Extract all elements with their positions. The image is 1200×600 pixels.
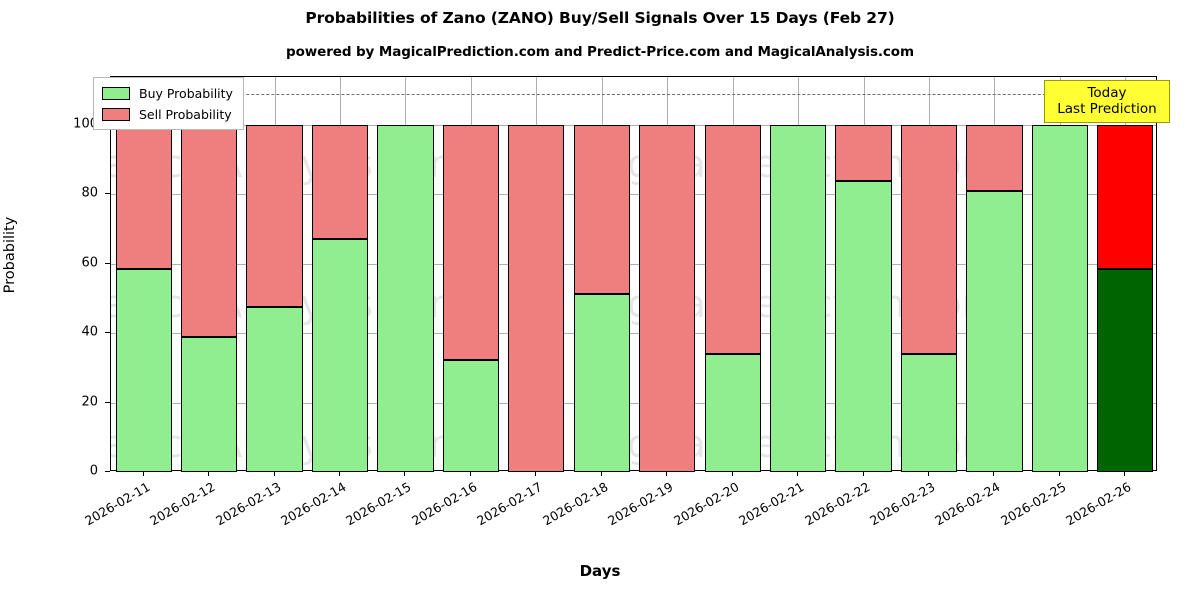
y-tick-label: 20 [81, 394, 98, 410]
x-tick-mark [666, 471, 668, 476]
bar-2026-02-14 [311, 77, 369, 472]
y-tick-mark [105, 471, 110, 472]
gridline-h [111, 194, 1156, 196]
y-tick-label: 80 [81, 185, 98, 201]
bar-2026-02-20 [704, 77, 761, 472]
bar-2026-02-12 [181, 77, 238, 472]
bar-segment-sell [639, 125, 696, 472]
y-tick-mark [105, 262, 110, 264]
today-annotation-line1: Today [1087, 85, 1127, 101]
bar-segment-buy [769, 125, 827, 472]
bar-2026-02-18 [573, 77, 630, 472]
plot-area: MagicalAnalysis.comMagicalPrediction.com… [110, 76, 1157, 472]
x-tick-mark [1058, 471, 1060, 476]
bar-2026-02-16 [442, 77, 500, 472]
bar-segment-sell [900, 125, 958, 355]
bar-segment-sell [311, 125, 369, 240]
bar-segment-sell [115, 125, 172, 270]
bar-segment-sell [966, 125, 1023, 191]
x-axis-label: Days [579, 562, 621, 580]
x-tick-mark [273, 471, 275, 476]
bar-2026-02-11 [115, 77, 172, 472]
legend-item-buy: Buy Probability [102, 84, 233, 102]
y-tick-mark [105, 332, 110, 334]
bar-segment-buy [1031, 125, 1088, 472]
bar-2026-02-21 [769, 77, 827, 472]
bar-segment-buy [835, 180, 892, 472]
legend-label-sell: Sell Probability [139, 106, 232, 122]
legend-label-buy: Buy Probability [139, 85, 233, 101]
y-tick-mark [105, 193, 110, 195]
x-tick-mark [404, 471, 406, 476]
bar-segment-buy [442, 359, 500, 472]
today-annotation-line2: Last Prediction [1057, 101, 1157, 117]
gridline-h [111, 125, 1156, 126]
x-tick-mark [339, 471, 341, 476]
bar-segment-buy [1097, 269, 1154, 472]
bar-segment-sell [442, 125, 500, 360]
gridline-h [111, 263, 1156, 265]
reference-line [111, 94, 1156, 95]
bar-segment-sell [835, 125, 892, 181]
bar-2026-02-13 [246, 77, 303, 472]
bar-segment-sell [508, 125, 565, 472]
legend-swatch-sell-icon [102, 107, 130, 121]
x-tick-mark [208, 471, 210, 476]
bar-segment-buy [181, 337, 238, 472]
bar-segment-buy [377, 125, 434, 472]
x-tick-mark [1124, 471, 1126, 476]
bar-2026-02-25 [1031, 77, 1088, 472]
x-tick-mark [927, 471, 929, 476]
gridline-h [111, 333, 1156, 335]
x-tick-mark [600, 471, 602, 476]
bar-segment-buy [573, 293, 630, 472]
bar-2026-02-19 [639, 77, 696, 472]
chart-legend: Buy Probability Sell Probability [93, 77, 244, 130]
bar-2026-02-24 [966, 77, 1023, 472]
x-tick-mark [469, 471, 471, 476]
bar-segment-buy [246, 306, 303, 472]
bar-segment-sell [1097, 125, 1154, 270]
y-tick-label: 60 [81, 255, 98, 271]
x-tick-mark [797, 471, 799, 476]
x-tick-mark [142, 471, 144, 476]
y-axis: 0 20 40 60 80 100 [0, 0, 110, 600]
y-tick-label: 100 [73, 116, 98, 132]
bar-segment-buy [311, 239, 369, 472]
bar-segment-sell [573, 125, 630, 294]
y-tick-label: 0 [89, 463, 98, 479]
x-axis: 2026-02-11 2026-02-12 2026-02-13 2026-02-14… [0, 471, 1200, 600]
gridline-h [111, 402, 1156, 404]
bar-2026-02-22 [835, 77, 892, 472]
bar-2026-02-15 [377, 77, 434, 472]
x-tick-mark [535, 471, 537, 476]
bar-segment-buy [966, 190, 1023, 472]
legend-swatch-buy-icon [102, 86, 130, 100]
bar-segment-sell [704, 125, 761, 355]
chart-title: Probabilities of Zano (ZANO) Buy/Sell Si… [305, 9, 895, 27]
bar-segment-buy [900, 354, 958, 472]
y-axis-label: Probability [2, 216, 18, 294]
x-tick-mark [993, 471, 995, 476]
bar-segment-sell [181, 125, 238, 338]
bar-2026-02-17 [508, 77, 565, 472]
bar-series-layer [111, 77, 1156, 472]
chart-subtitle: powered by MagicalPrediction.com and Pre… [286, 44, 914, 60]
x-tick-mark [862, 471, 864, 476]
bar-2026-02-26 [1097, 77, 1154, 472]
bar-2026-02-23 [900, 77, 958, 472]
y-tick-label: 40 [81, 324, 98, 340]
legend-item-sell: Sell Probability [102, 105, 233, 123]
y-tick-mark [105, 401, 110, 403]
bar-segment-buy [704, 354, 761, 472]
bar-segment-sell [246, 125, 303, 307]
today-annotation: Today Last Prediction [1044, 80, 1170, 123]
x-tick-mark [731, 471, 733, 476]
bar-segment-buy [115, 269, 172, 472]
